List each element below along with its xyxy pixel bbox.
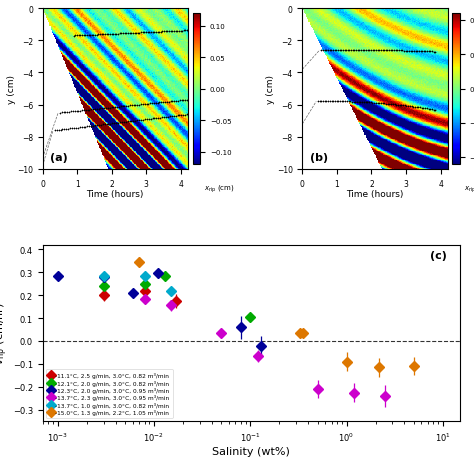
Text: (c): (c) [430, 250, 447, 260]
Text: (b): (b) [310, 153, 328, 163]
Text: $x_{\rm rip}$ (cm): $x_{\rm rip}$ (cm) [204, 183, 235, 194]
X-axis label: Time (hours): Time (hours) [87, 189, 144, 199]
Y-axis label: $v_{\rm rip}$ (cm/hr): $v_{\rm rip}$ (cm/hr) [0, 302, 10, 364]
X-axis label: Salinity (wt%): Salinity (wt%) [212, 446, 290, 456]
Text: $x_{\rm rip}$ (cm): $x_{\rm rip}$ (cm) [464, 183, 474, 194]
Y-axis label: y (cm): y (cm) [266, 75, 275, 104]
Text: (a): (a) [50, 153, 68, 163]
Legend: -11.1°C, 2.5 g/min, 3.0°C, 0.82 m³/min, -12.1°C, 2.0 g/min, 3.0°C, 0.82 m³/min, : -11.1°C, 2.5 g/min, 3.0°C, 0.82 m³/min, … [46, 369, 173, 419]
X-axis label: Time (hours): Time (hours) [346, 189, 404, 199]
Y-axis label: y (cm): y (cm) [7, 75, 16, 104]
